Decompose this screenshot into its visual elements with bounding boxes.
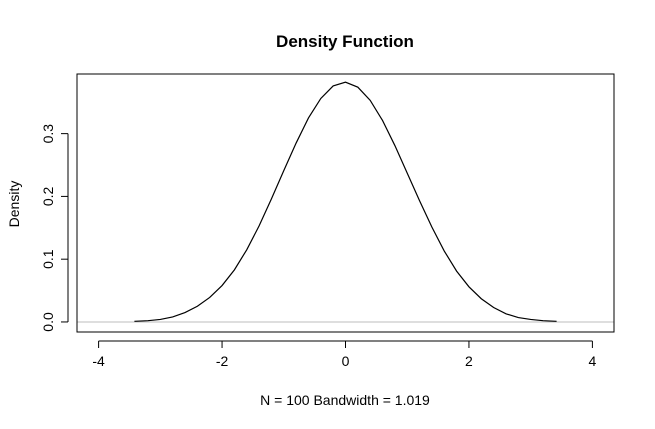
x-axis: -4 -2 0 2 4 [92, 340, 596, 369]
y-tick-label: 0.3 [40, 124, 56, 144]
x-tick-label: 0 [342, 353, 350, 369]
x-tick-label: 4 [588, 353, 596, 369]
x-tick-label: 2 [465, 353, 473, 369]
y-tick-label: 0.2 [40, 186, 56, 206]
chart-title: Density Function [276, 32, 414, 51]
plot-frame [76, 73, 615, 333]
y-tick-label: 0.0 [40, 312, 56, 332]
density-line [134, 81, 557, 322]
y-axis-label: Density [6, 181, 22, 228]
x-tick-label: -4 [92, 353, 105, 369]
y-tick-label: 0.1 [40, 249, 56, 269]
y-axis: 0.0 0.1 0.2 0.3 [40, 124, 69, 332]
x-tick-label: -2 [216, 353, 229, 369]
x-axis-label: N = 100 Bandwidth = 1.019 [260, 392, 430, 408]
